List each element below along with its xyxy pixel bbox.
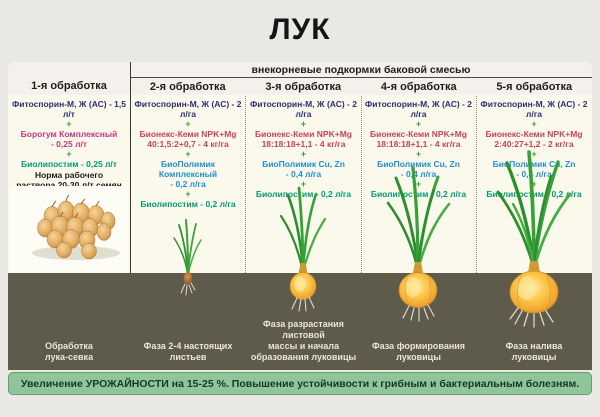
phase-line: луковицы [396,352,441,362]
product-line: БиоПолимик Комплексный - 0,2 л/га [132,159,244,189]
product-line: Бионекс-Кеми NPK+Mg [139,129,237,139]
product-line: Бионекс-Кеми NPK+Mg 18:18:18+1,1 - 4 кг/… [362,129,475,149]
merged-header: внекорневые подкормки баковой смесью [130,62,592,78]
phase-line: Обработка [45,341,93,351]
plus-sign: + [66,119,72,129]
note-line: раствора 20-30 л/т семян [16,180,122,190]
product-line: БиоПолимик Cu, Zn - 0,4 л/га [362,159,475,179]
product-line: Бионекс-Кеми NPK+Mg [255,129,352,139]
phase-label-2: Фаза 2-4 настоящих листьев [132,341,244,363]
plus-sign: + [531,119,537,129]
phase-line: лука-севка [44,352,94,362]
soil-band: Обработка лука-севка Фаза 2-4 настоящих … [8,273,592,370]
product-line: Фитоспорин-М, Ж (АС) - 2 л/га [250,99,357,119]
phase-line: луковицы [511,352,557,362]
plus-sign: + [185,189,191,199]
treatment-column-3: Фитоспорин-М, Ж (АС) - 2 л/га + Бионекс-… [247,99,360,200]
plus-sign: + [415,119,422,129]
plus-sign: + [185,119,191,129]
phase-line: Фаза формирования [371,341,466,351]
treatment-column-1: Фитоспорин-М, Ж (АС) - 1,5 л/т + Борогум… [10,99,128,191]
product-line: Фитоспорин-М, Ж (АС) - 2 л/га [480,99,588,119]
phase-label-1: Обработка лука-севка [10,341,128,363]
phase-line: Фаза налива [505,341,563,351]
product-line: БиоПолимик Cu, Zn - 0,4 л/га [247,159,360,179]
phase-label-3: Фаза разрастания листовой массы и начала… [245,319,362,363]
header-band: 1-я обработка внекорневые подкормки бако… [8,62,592,97]
phase-line: листьев [169,352,207,362]
phase-label-4: Фаза формирования луковицы [362,341,475,363]
column-header-2: 2-я обработка [149,81,226,93]
product-line: Бионекс-Кеми NPK+Mg 40:1,5:2+0,7 - 4 кг/… [132,129,244,149]
phase-line: Фаза разрастания листовой [263,319,344,340]
product-line: Фитоспорин-М, Ж (АС) - 1,5 л/т [12,99,126,119]
column-header-1: 1-я обработка [31,80,107,92]
page-title: ЛУК [269,13,331,46]
phase-label-5: Фаза налива луковицы [478,341,590,363]
product-line: 2:40:27+1,2 - 2 кг/га [494,139,574,149]
treatment-column-5: Фитоспорин-М, Ж (АС) - 2 л/га + Бионекс-… [478,99,590,200]
phase-line: образования луковицы [250,352,357,362]
product-line: Фитоспорин-М, Ж (АС) - 2 л/га [134,99,242,119]
product-line: Биолипостим - 0,2 л/га [255,189,352,199]
product-line: Биолипостим - 0,2 л/га [140,199,236,209]
product-line: Бионекс-Кеми NPK+Mg 2:40:27+1,2 - 2 кг/г… [478,129,590,149]
column-headers-row: 2-я обработка 3-я обработка 4-я обработк… [130,79,592,95]
plus-sign: + [300,119,307,129]
product-line: Бионекс-Кеми NPK+Mg [370,129,467,139]
column-divider-solid [130,62,131,273]
column-divider-dotted [476,96,477,273]
product-line: 18:18:18+1,1 - 4 кг/га [261,139,346,149]
phase-line: массы и начала [268,341,339,351]
plus-sign: + [66,149,72,159]
product-line: Биолипостим - 0,2 л/га [486,189,582,199]
product-line: БиоПолимик Cu, Zn [262,159,345,169]
phase-line: Фаза 2-4 настоящих [143,341,233,351]
column-divider-dotted [361,96,362,273]
plus-sign: + [300,149,307,159]
product-line: Бионекс-Кеми NPK+Mg [485,129,583,139]
product-line: - 0,25 л/т [50,139,88,149]
product-line: Биолипостим - 0,2 л/га [370,189,467,199]
product-line: - 0,4 л/га [400,169,437,179]
product-line: БиоПолимик Cu, Zn - 0,4 л/га [478,159,590,179]
plus-sign: + [185,149,191,159]
product-line: 40:1,5:2+0,7 - 4 кг/га [147,139,229,149]
yield-banner: Увеличение УРОЖАЙНОСТИ на 15-25 %. Повыш… [8,372,592,395]
product-line: - 0,4 л/га [285,169,322,179]
plus-sign: + [531,149,537,159]
product-line: БиоПолимик Cu, Zn [377,159,460,169]
treatment-column-2: Фитоспорин-М, Ж (АС) - 2 л/га + Бионекс-… [132,99,244,210]
product-line: Фитоспорин-М, Ж (АС) - 2 л/га [365,99,472,119]
treatment-column-4: Фитоспорин-М, Ж (АС) - 2 л/га + Бионекс-… [362,99,475,200]
product-line: Биолипостим - 0,25 л/т [21,159,117,169]
column-header-4: 4-я обработка [380,81,457,93]
column-divider-dotted [245,96,246,273]
plus-sign: + [415,149,422,159]
product-line: Борогум Комплексный [20,129,118,139]
product-line: 18:18:18+1,1 - 4 кг/га [376,139,461,149]
column-header-5: 5-я обработка [496,81,573,93]
plus-sign: + [415,179,422,189]
product-line: БиоПолимик Комплексный [158,159,218,179]
product-line: БиоПолимик Cu, Zn [492,159,576,169]
column-header-3: 3-я обработка [265,81,342,93]
plus-sign: + [531,179,537,189]
product-line: Бионекс-Кеми NPK+Mg 18:18:18+1,1 - 4 кг/… [247,129,360,149]
product-line: - 0,2 л/га [170,179,206,189]
note-line: Норма рабочего [34,170,104,180]
plus-sign: + [300,179,307,189]
product-line: Борогум Комплексный - 0,25 л/т [10,129,128,149]
product-line: - 0,4 л/га [516,169,552,179]
usage-note: Норма рабочего раствора 20-30 л/т семян [10,170,128,190]
